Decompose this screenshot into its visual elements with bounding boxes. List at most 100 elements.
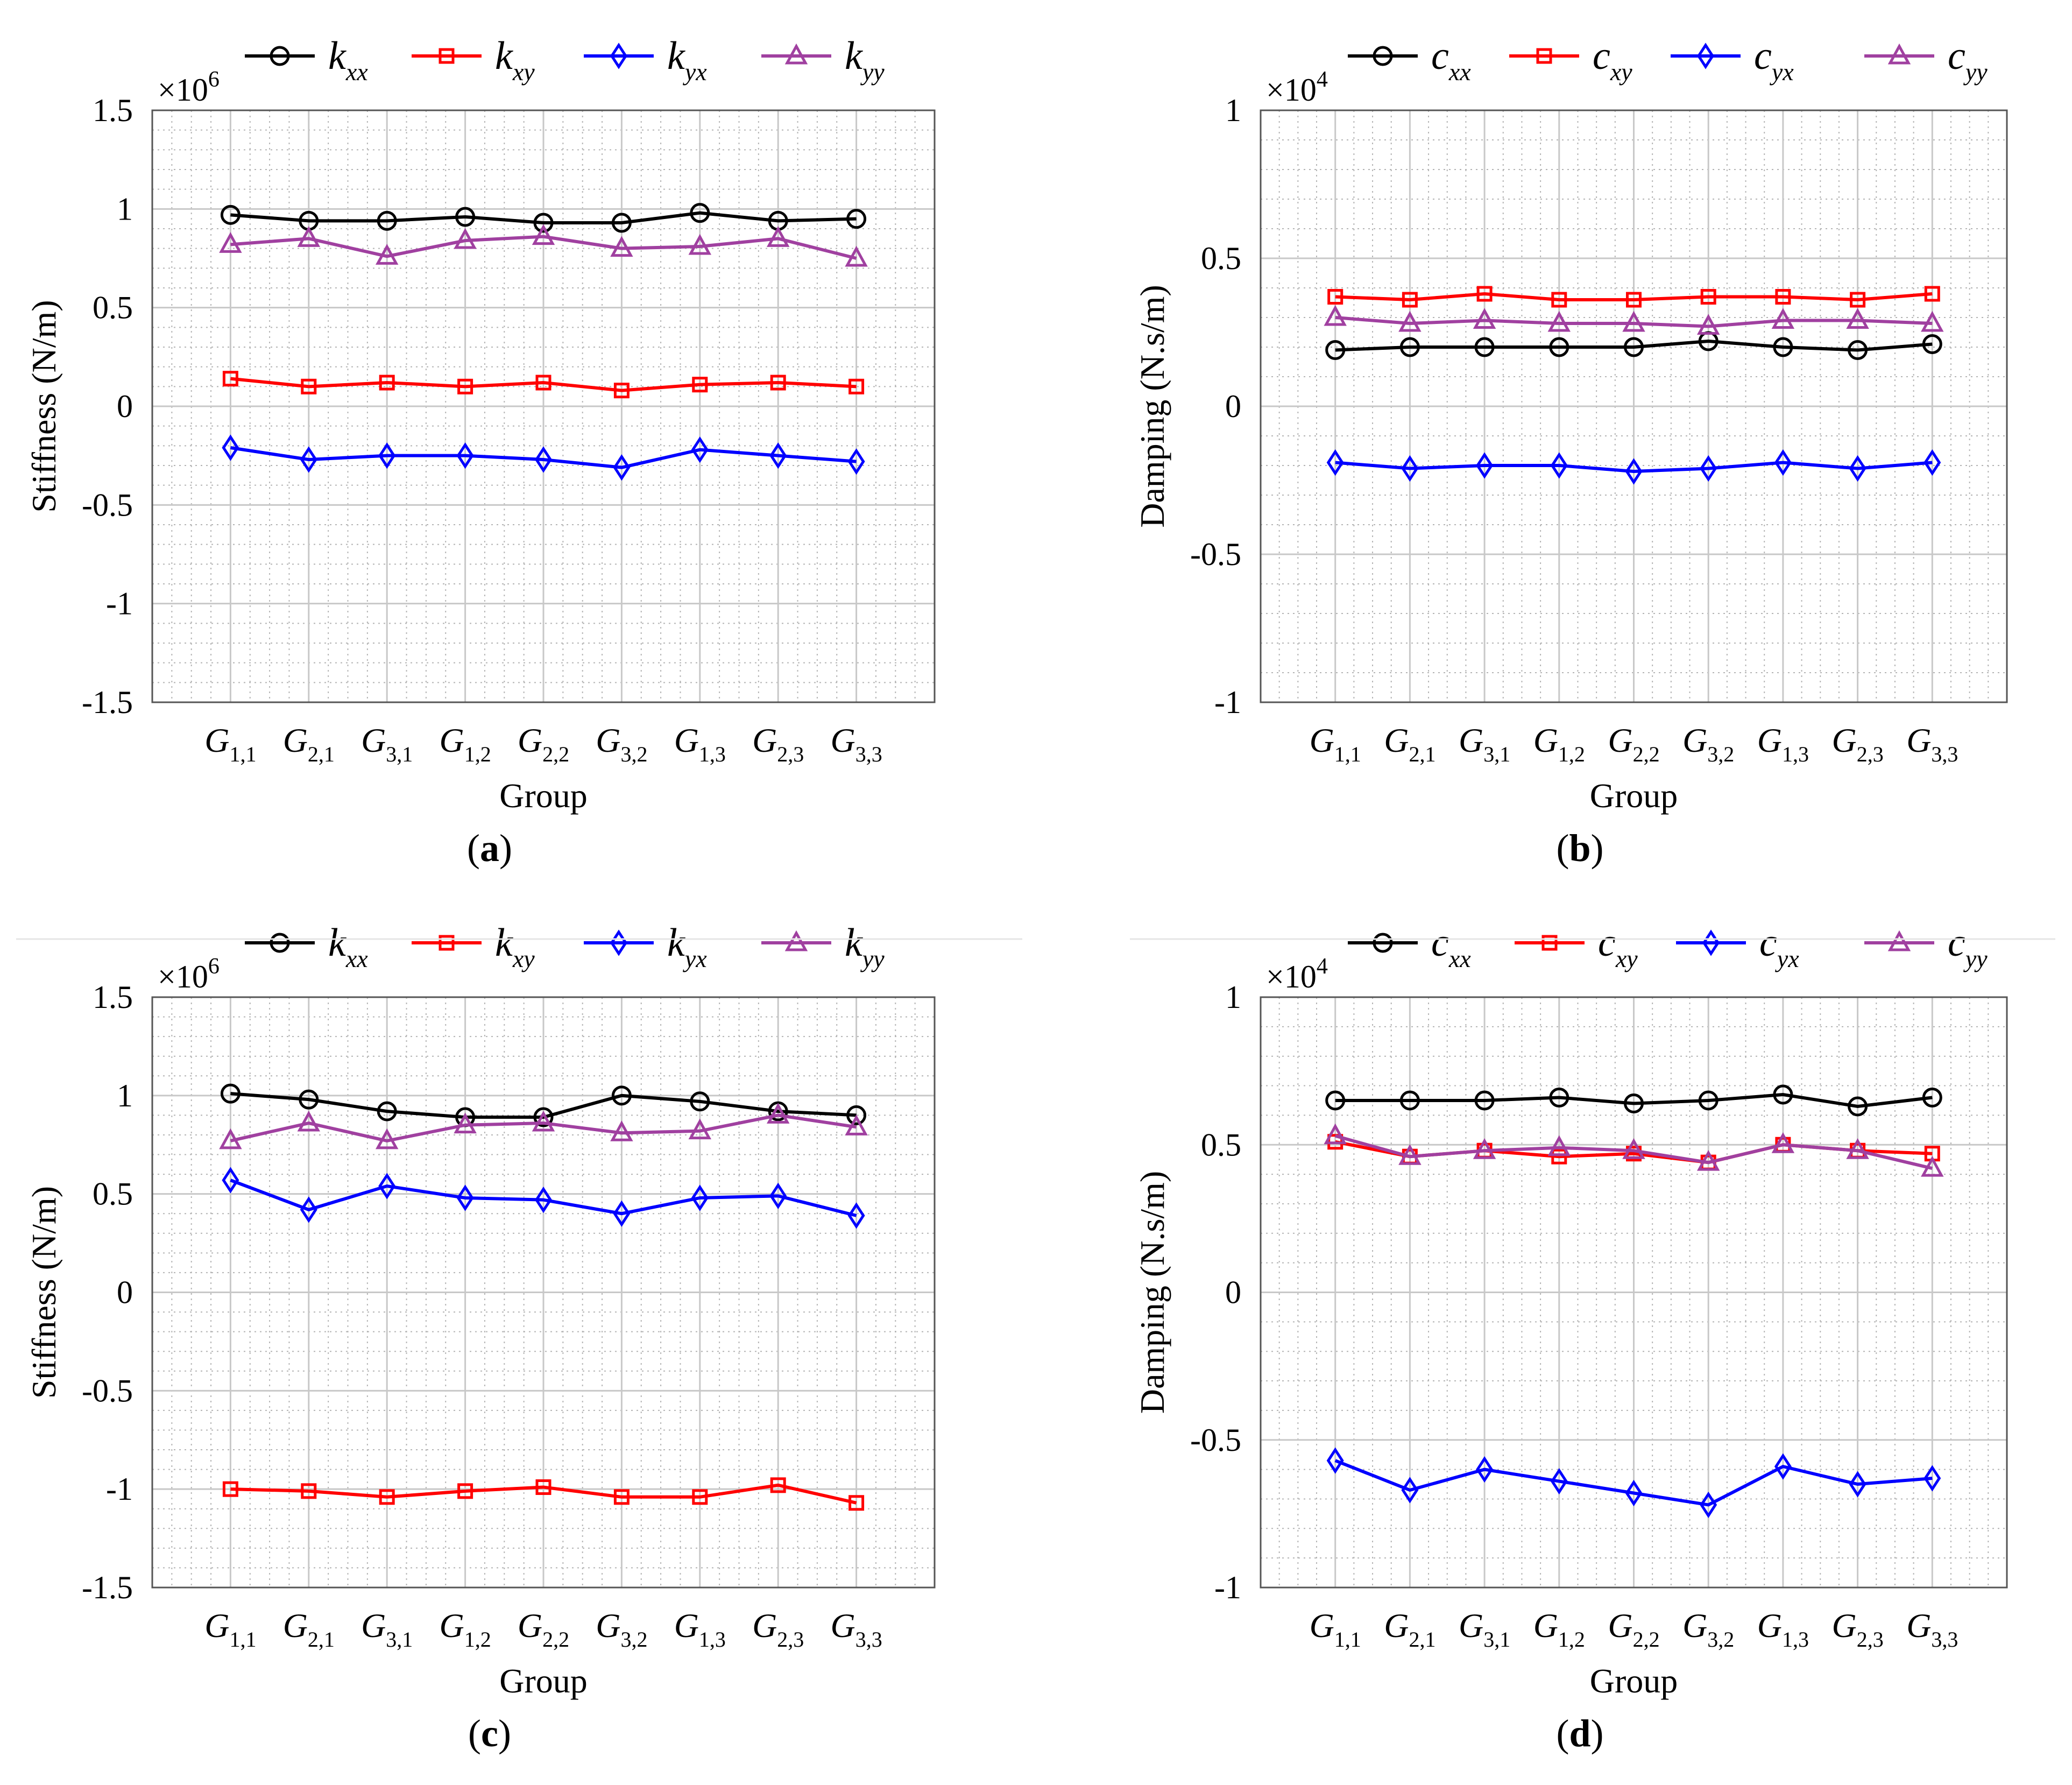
data-point	[1324, 305, 1347, 326]
data-point	[532, 224, 555, 245]
x-tick-label: G1,1	[204, 1606, 256, 1652]
data-point	[692, 377, 708, 393]
data-point	[457, 1483, 473, 1499]
data-point	[1849, 455, 1866, 482]
series-cxy	[1327, 286, 1940, 308]
data-point	[377, 210, 397, 231]
data-point	[1551, 1148, 1567, 1165]
series-kyy	[219, 224, 868, 267]
data-point	[1402, 292, 1418, 308]
data-point	[1848, 340, 1868, 360]
x-tick-label: G1,2	[439, 721, 491, 766]
x-tick-label: G3,3	[830, 1606, 882, 1652]
legend-marker	[784, 930, 808, 951]
data-point	[1774, 1453, 1792, 1480]
data-point	[846, 209, 867, 229]
data-point	[692, 1489, 708, 1505]
panel-a: -1.5 -1 -0.5 0 0.5 1 1.5 ×106 G1,1 G2,1 G3,1 G1,2 G2…	[25, 34, 936, 870]
legend-label: kxy	[495, 34, 535, 86]
data-point	[222, 1167, 239, 1194]
legend-item: cxy	[1515, 921, 1638, 972]
legend-label: kxy	[495, 921, 535, 972]
x-tick-label: G1,2	[1533, 1606, 1585, 1652]
y-tick-label: 0	[1225, 1275, 1241, 1310]
data-point	[535, 1479, 551, 1495]
data-point	[454, 1112, 477, 1134]
data-point	[1696, 1149, 1720, 1171]
data-point	[1775, 289, 1791, 305]
series-cxx	[1325, 1084, 1942, 1117]
data-point	[301, 378, 317, 394]
data-point	[1924, 1465, 1941, 1492]
data-point	[1774, 449, 1792, 476]
data-point	[1850, 292, 1866, 308]
data-point	[847, 1202, 865, 1229]
data-point	[611, 213, 632, 233]
legend-label: cyy	[1948, 921, 1988, 972]
data-point	[1476, 1456, 1494, 1483]
y-tick-label: -0.5	[1190, 1422, 1241, 1458]
data-point	[220, 204, 241, 225]
x-tick-label: G2,2	[518, 721, 569, 766]
x-tick-label: G2,3	[1831, 1606, 1883, 1652]
legend-item: cxy	[1509, 34, 1632, 86]
data-point	[1846, 308, 1869, 329]
y-tick-label: 0	[117, 1275, 133, 1310]
x-tick-label: G1,3	[674, 721, 726, 766]
x-tick-label: G3,3	[830, 721, 882, 766]
legend-item: kxy	[412, 34, 535, 86]
data-point	[1476, 286, 1493, 302]
y-tick-label: 0	[117, 389, 133, 424]
legend-item: kyy	[761, 34, 885, 86]
y-axis-label: Damping (N.s/m)	[1133, 1171, 1171, 1414]
data-point	[1327, 289, 1343, 305]
x-axis-label: Group	[1590, 777, 1678, 815]
plot-frame	[1260, 109, 2008, 703]
data-point	[1551, 292, 1567, 308]
data-point	[1399, 1090, 1420, 1111]
y-tick-label: 1	[1225, 979, 1241, 1015]
series-line	[230, 377, 857, 392]
data-point	[299, 1089, 319, 1110]
x-tick-label: G2,3	[752, 1606, 804, 1652]
series-cxx	[1325, 331, 1942, 360]
panel-label: (b)	[1556, 827, 1603, 870]
data-point	[1325, 340, 1346, 360]
data-point	[1771, 1132, 1795, 1153]
legend-item: kxx	[245, 921, 368, 972]
y-tick-label: 1.5	[93, 979, 133, 1015]
x-tick-label: G1,1	[1310, 721, 1361, 766]
y-multiplier: ×106	[158, 954, 220, 994]
data-point	[1326, 449, 1344, 476]
data-point	[1324, 1123, 1347, 1145]
data-point	[769, 1182, 787, 1209]
data-point	[375, 244, 399, 265]
x-tick-label: G2,1	[1384, 1606, 1435, 1652]
data-point	[456, 1184, 474, 1211]
data-point	[301, 1483, 317, 1499]
series-line	[1335, 461, 1933, 474]
y-tick-label: 1	[117, 1078, 133, 1113]
y-axis-label: Stiffness (N/m)	[25, 1186, 63, 1399]
y-tick-label: -0.5	[82, 1373, 133, 1408]
data-point	[610, 236, 633, 257]
data-point	[1399, 337, 1420, 357]
data-point	[1846, 1138, 1869, 1159]
legend: cxx cxy cyx cyy	[1348, 921, 1988, 972]
data-point	[847, 448, 865, 475]
data-point	[375, 1128, 399, 1149]
y-axis-label: Damping (N.s/m)	[1133, 285, 1171, 528]
legend-marker	[439, 935, 455, 951]
series-kxy	[222, 371, 865, 399]
series-kyy	[219, 1103, 868, 1149]
data-point	[532, 1110, 555, 1132]
data-point	[613, 1489, 630, 1505]
legend-marker	[1697, 43, 1714, 69]
data-point	[1622, 1138, 1645, 1159]
data-point	[454, 228, 477, 249]
data-point	[613, 383, 630, 399]
data-point	[457, 378, 473, 394]
data-point	[297, 1110, 321, 1132]
y-tick-label: -1.5	[82, 1570, 133, 1605]
data-point	[690, 203, 710, 223]
